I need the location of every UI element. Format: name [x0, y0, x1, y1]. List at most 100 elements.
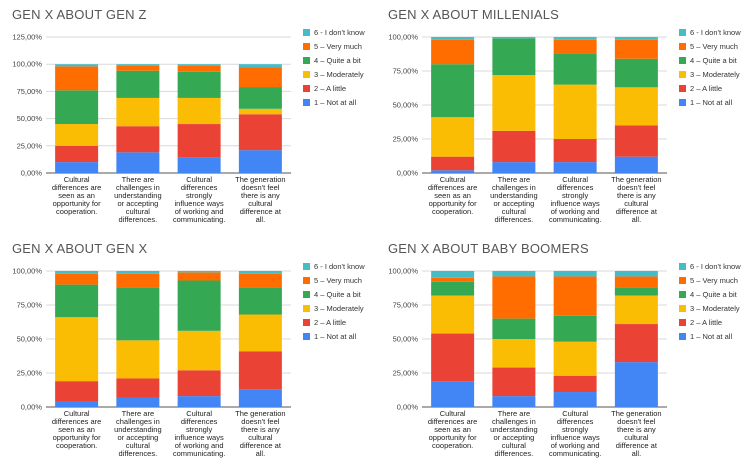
legend-swatch	[679, 291, 686, 298]
category-label: seen as an	[58, 191, 95, 200]
legend-swatch	[679, 277, 686, 284]
category-label: differences are	[52, 183, 101, 192]
legend-swatch	[303, 43, 310, 50]
category-label: Cultural	[440, 175, 466, 184]
bar-segment	[553, 276, 597, 316]
bar-segment	[177, 64, 221, 66]
y-tick-label: 100,00%	[388, 33, 418, 42]
category-label: all.	[632, 215, 642, 224]
y-tick-label: 100,00%	[12, 267, 42, 276]
y-tick-label: 25,00%	[17, 141, 43, 150]
bar-segment	[431, 37, 475, 40]
bar-segment	[55, 381, 99, 402]
category-label: seen as an	[434, 191, 471, 200]
bar-segment	[177, 396, 221, 407]
bar-segment	[614, 37, 658, 40]
category-label: there is any	[617, 425, 656, 434]
chart-title: GEN X ABOUT GEN Z	[12, 7, 147, 22]
category-label: communicating.	[549, 215, 602, 224]
category-label: differences are	[52, 417, 101, 426]
bar-segment	[116, 287, 160, 341]
bar-segment	[116, 340, 160, 379]
bar-segment	[492, 276, 536, 319]
bar-segment	[238, 273, 282, 288]
category-label: The generation	[235, 175, 285, 184]
bar-segment	[177, 271, 221, 273]
bar-segment	[116, 378, 160, 398]
bar-segment	[614, 58, 658, 88]
legend-label: 4 – Quite a bit	[314, 56, 362, 65]
category-label: differences	[557, 183, 594, 192]
category-label: or accepting	[117, 199, 158, 208]
category-label: understanding	[114, 191, 162, 200]
bar-segment	[177, 280, 221, 331]
chart-title: GEN X ABOUT BABY BOOMERS	[388, 241, 589, 256]
bar-segment	[614, 362, 658, 407]
y-tick-label: 0,00%	[397, 403, 419, 412]
bar-segment	[614, 295, 658, 325]
category-label: The generation	[235, 409, 285, 418]
legend-swatch	[679, 85, 686, 92]
y-tick-label: 75,00%	[393, 301, 419, 310]
legend-swatch	[303, 277, 310, 284]
y-tick-label: 50,00%	[17, 114, 43, 123]
bar-segment	[614, 156, 658, 173]
bar-segment	[492, 162, 536, 173]
bar-segment	[116, 97, 160, 127]
category-label: differences	[181, 183, 218, 192]
stacked-bar-chart: 0,00%25,00%50,00%75,00%100,00%Culturaldi…	[388, 28, 741, 224]
category-label: doesn't feel	[241, 183, 279, 192]
category-label: opportunity for	[429, 199, 477, 208]
y-tick-label: 100,00%	[12, 60, 42, 69]
category-label: influence ways	[551, 199, 600, 208]
legend-label: 4 – Quite a bit	[690, 56, 738, 65]
bar-segment	[116, 64, 160, 66]
category-label: of working and	[175, 207, 224, 216]
category-label: there is any	[241, 425, 280, 434]
category-label: understanding	[114, 425, 162, 434]
bar-segment	[431, 333, 475, 382]
bar-segment	[431, 39, 475, 65]
bar-segment	[553, 315, 597, 342]
category-label: challenges in	[116, 183, 160, 192]
bar-segment	[238, 64, 282, 68]
bar-segment	[116, 70, 160, 98]
category-label: challenges in	[492, 183, 536, 192]
category-label: there is any	[617, 191, 656, 200]
category-label: The generation	[611, 409, 661, 418]
category-label: cultural	[502, 441, 527, 450]
category-label: cooperation.	[56, 441, 97, 450]
bar-segment	[553, 392, 597, 407]
legend-label: 1 – Not at all	[690, 98, 732, 107]
bar-segment	[177, 330, 221, 371]
bar-segment	[431, 381, 475, 407]
bar-segment	[492, 318, 536, 339]
category-label: difference at	[616, 441, 658, 450]
legend-label: 3 – Moderately	[690, 304, 740, 313]
category-label: influence ways	[175, 199, 224, 208]
bar-segment	[55, 66, 99, 91]
category-label: influence ways	[551, 433, 600, 442]
category-label: doesn't feel	[617, 417, 655, 426]
bar-segment	[55, 273, 99, 285]
category-label: influence ways	[175, 433, 224, 442]
category-label: strongly	[562, 425, 589, 434]
legend-swatch	[303, 57, 310, 64]
bar-segment	[553, 341, 597, 376]
chart-panel-baby-boomers: GEN X ABOUT BABY BOOMERS 0,00% 25,00% 50,0…	[376, 234, 752, 467]
category-label: or accepting	[493, 433, 534, 442]
bar-segment	[614, 125, 658, 157]
category-label: Cultural	[562, 175, 588, 184]
category-label: Cultural	[562, 409, 588, 418]
y-tick-label: 25,00%	[393, 135, 419, 144]
legend-swatch	[303, 319, 310, 326]
category-label: cooperation.	[432, 207, 473, 216]
legend-label: 4 – Quite a bit	[314, 290, 362, 299]
bar-segment	[431, 277, 475, 282]
bar-segment	[431, 64, 475, 118]
bar-segment	[431, 281, 475, 296]
stacked-bar-chart: 0,00%25,00%50,00%75,00%100,00%Culturaldi…	[12, 262, 365, 458]
bar-segment	[238, 389, 282, 407]
bar-segment	[177, 71, 221, 98]
legend-swatch	[303, 305, 310, 312]
